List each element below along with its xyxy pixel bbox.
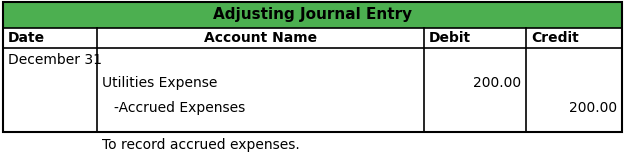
- Text: Utilities Expense: Utilities Expense: [102, 76, 218, 90]
- Bar: [3, 2, 622, 132]
- Bar: [3, 2, 622, 28]
- Text: December 31: December 31: [8, 53, 102, 67]
- Text: To record accrued expenses.: To record accrued expenses.: [102, 137, 300, 151]
- Text: 200.00: 200.00: [569, 102, 617, 115]
- Text: -Accrued Expenses: -Accrued Expenses: [114, 102, 246, 115]
- Text: Credit: Credit: [531, 31, 579, 45]
- Text: Adjusting Journal Entry: Adjusting Journal Entry: [213, 8, 412, 23]
- Text: 200.00: 200.00: [473, 76, 521, 90]
- Text: Date: Date: [8, 31, 45, 45]
- Text: Account Name: Account Name: [204, 31, 317, 45]
- Text: Debit: Debit: [429, 31, 471, 45]
